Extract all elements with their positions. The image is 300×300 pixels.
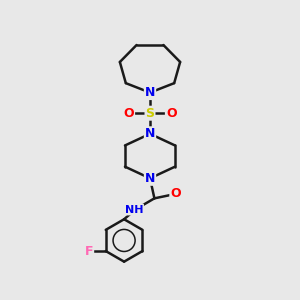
Text: O: O	[124, 107, 134, 120]
Text: S: S	[146, 107, 154, 120]
Text: F: F	[85, 244, 93, 258]
Text: N: N	[145, 127, 155, 140]
Text: N: N	[145, 172, 155, 185]
Text: NH: NH	[124, 205, 143, 214]
Text: O: O	[170, 188, 181, 200]
Text: O: O	[166, 107, 176, 120]
Text: N: N	[145, 86, 155, 99]
